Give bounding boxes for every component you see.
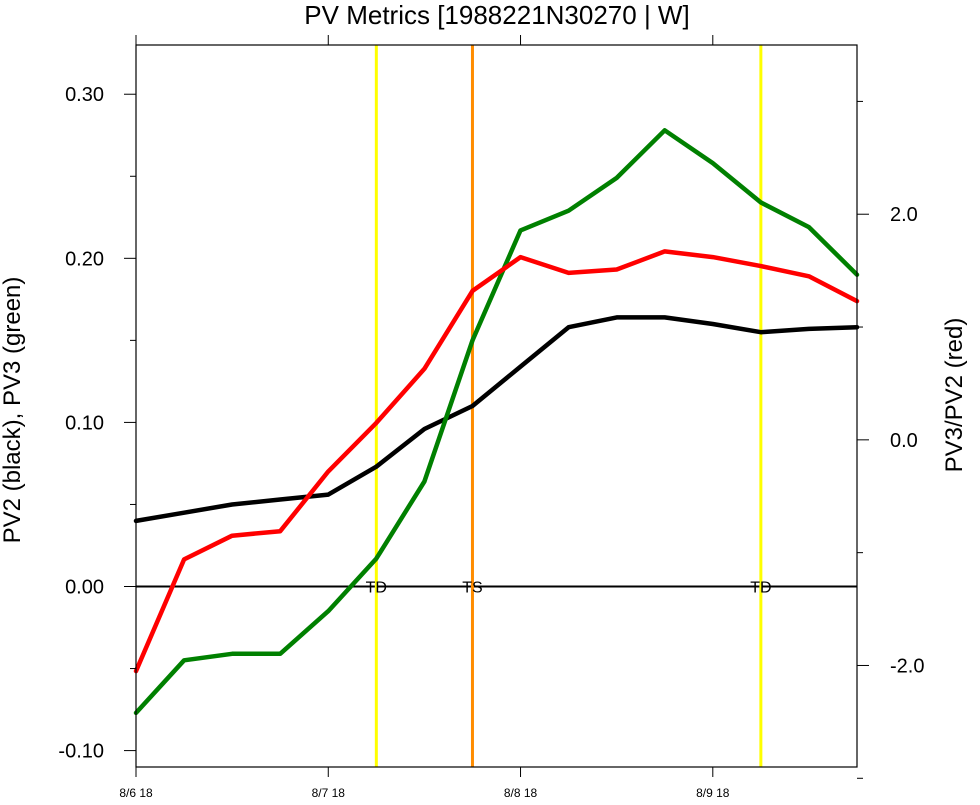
y-left-tick-label-4: -0.10 — [58, 741, 104, 763]
x-tick-label-3: 8/9 18 — [696, 786, 730, 800]
y-left-tick-label-0: 0.30 — [65, 84, 104, 106]
x-tick-label-0: 8/6 18 — [119, 786, 153, 800]
y-axis-right-label: PV3/PV2 (red) — [941, 318, 968, 473]
y-right-tick-label-0: 2.0 — [890, 204, 918, 226]
y-right-tick-label-1: 0.0 — [890, 430, 918, 452]
plot-frame — [135, 44, 858, 768]
event-label-1: TS — [462, 580, 482, 597]
y-left-tick-label-1: 0.20 — [65, 248, 104, 270]
y-right-tick-label-2: -2.0 — [890, 655, 924, 677]
series-line-0 — [133, 315, 860, 524]
series-layer — [133, 128, 860, 716]
event-label-0: TD — [366, 580, 387, 597]
x-tick-label-2: 8/8 18 — [504, 786, 538, 800]
y-left-tick-label-3: 0.00 — [65, 577, 104, 599]
event-lines-layer: TD TS TD — [366, 45, 772, 767]
y-left-tick-label-2: 0.10 — [65, 412, 104, 434]
series-line-2 — [133, 249, 860, 674]
series-line-1 — [133, 128, 860, 716]
x-tick-label-1: 8/7 18 — [312, 786, 346, 800]
chart-title: PV Metrics [1988221N30270 | W] — [304, 0, 689, 30]
event-label-2: TD — [750, 580, 771, 597]
ticks-layer: 0.30 0.20 0.10 0.00 -0.10 2.0 0.0 -2.0 8/6 18 8/7… — [58, 35, 924, 800]
y-axis-left-label: PV2 (black), PV3 (green) — [0, 277, 26, 544]
